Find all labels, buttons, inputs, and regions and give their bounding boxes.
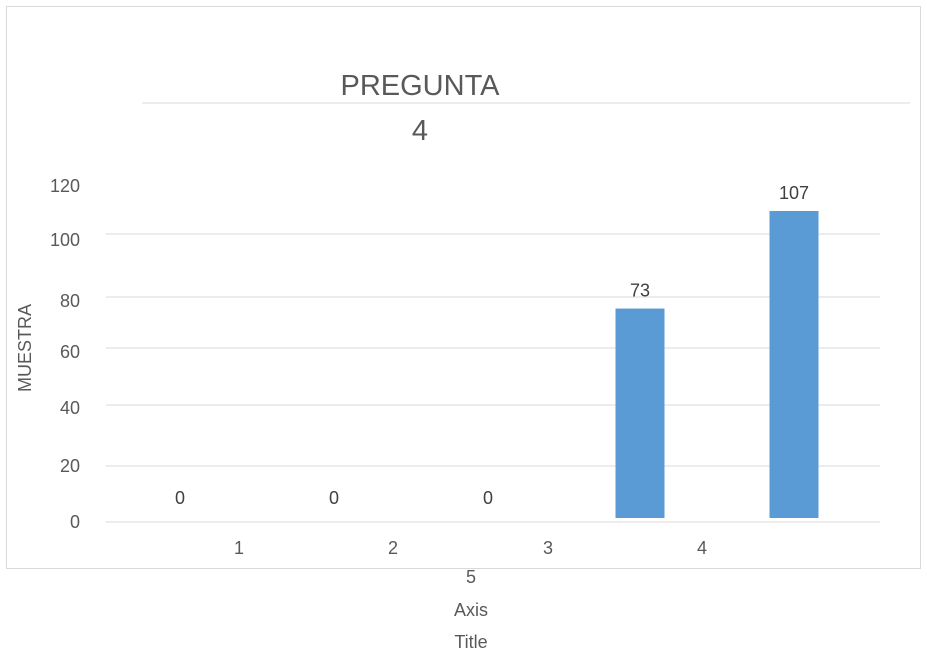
data-label: 0 bbox=[483, 488, 493, 508]
y-axis-title: MUESTRA bbox=[15, 304, 35, 392]
bars bbox=[615, 211, 819, 518]
data-label: 0 bbox=[175, 488, 185, 508]
y-tick-labels: 0 20 40 60 80 100 120 bbox=[50, 176, 80, 532]
y-tick-label: 120 bbox=[50, 176, 80, 196]
x-axis-title-line-1: Axis bbox=[454, 600, 488, 620]
x-axis-title-line-2: Title bbox=[454, 632, 487, 652]
y-tick-label: 80 bbox=[60, 291, 80, 311]
bar bbox=[615, 308, 665, 518]
data-labels: 0 0 0 73 107 bbox=[175, 183, 809, 508]
x-tick-label: 1 bbox=[234, 538, 244, 558]
y-tick-label: 40 bbox=[60, 398, 80, 418]
bar bbox=[769, 211, 819, 518]
chart-frame bbox=[6, 6, 921, 569]
x-tick-label: 2 bbox=[388, 538, 398, 558]
x-tick-labels: 1 2 3 4 5 bbox=[234, 538, 707, 587]
chart-title-line-2: 4 bbox=[412, 115, 428, 147]
y-tick-label: 0 bbox=[70, 512, 80, 532]
data-label: 107 bbox=[779, 183, 809, 203]
x-tick-label: 5 bbox=[466, 567, 476, 587]
x-tick-label: 4 bbox=[697, 538, 707, 558]
gridlines bbox=[106, 233, 880, 523]
data-label: 0 bbox=[329, 488, 339, 508]
y-tick-label: 60 bbox=[60, 342, 80, 362]
x-tick-label: 3 bbox=[543, 538, 553, 558]
data-label: 73 bbox=[630, 281, 650, 301]
y-tick-label: 20 bbox=[60, 456, 80, 476]
chart-title-line-1: PREGUNTA bbox=[341, 70, 501, 102]
y-tick-label: 100 bbox=[50, 230, 80, 250]
